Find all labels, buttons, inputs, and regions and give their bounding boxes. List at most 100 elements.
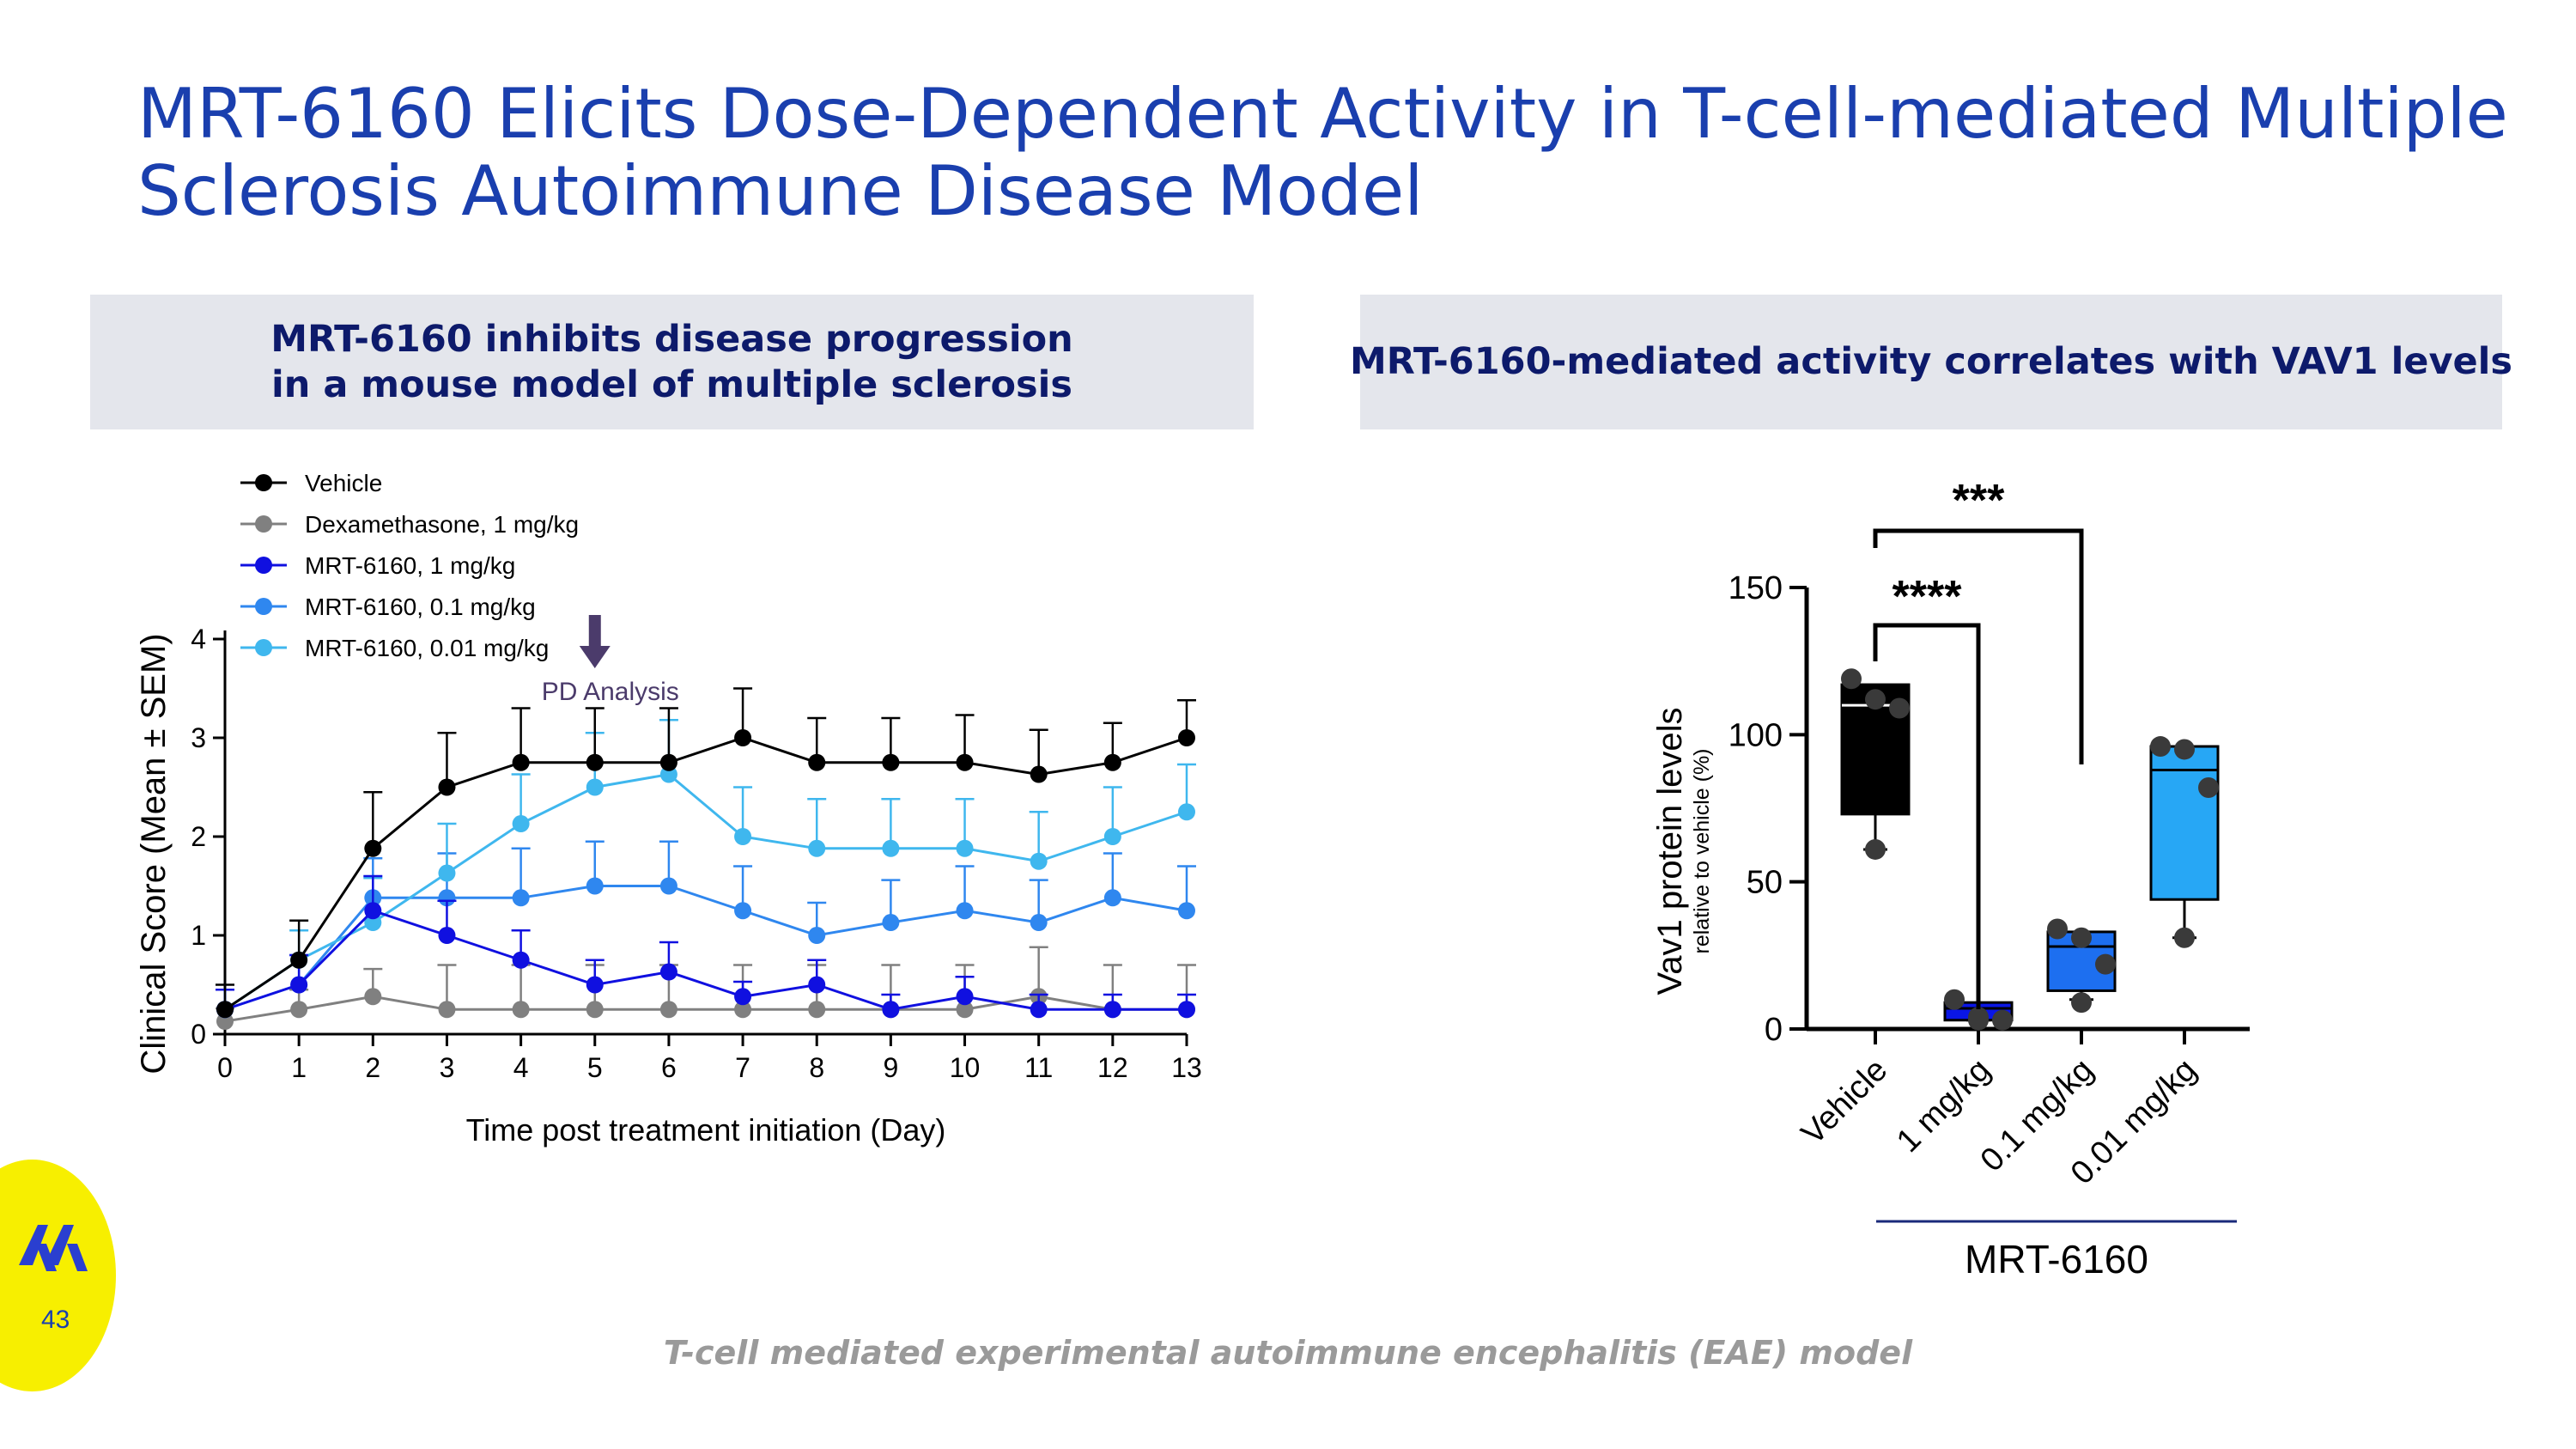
series-line bbox=[224, 885, 1188, 1011]
data-point bbox=[290, 1001, 308, 1019]
data-point bbox=[956, 839, 974, 857]
data-point bbox=[1103, 889, 1121, 907]
data-point bbox=[2174, 739, 2195, 760]
legend-label: MRT-6160, 0.01 mg/kg bbox=[305, 635, 549, 661]
data-point bbox=[586, 1001, 604, 1019]
data-point bbox=[290, 951, 308, 969]
data-point bbox=[2174, 927, 2195, 948]
data-point bbox=[956, 902, 974, 920]
data-point bbox=[364, 988, 382, 1006]
data-point bbox=[659, 1001, 677, 1019]
data-point bbox=[1103, 828, 1121, 845]
left-heading-line-2: in a mouse model of multiple sclerosis bbox=[271, 362, 1072, 406]
data-point bbox=[956, 753, 974, 771]
significance-label: *** bbox=[1953, 476, 2005, 526]
data-point bbox=[216, 1013, 234, 1031]
box-group: Vehicle bbox=[1795, 668, 1911, 1152]
series-group bbox=[216, 687, 1196, 1019]
data-point bbox=[734, 729, 752, 746]
x-axis-label: Time post treatment initiation (Day) bbox=[466, 1112, 946, 1148]
data-point bbox=[1103, 1001, 1121, 1019]
pd-analysis-label: PD Analysis bbox=[542, 678, 679, 706]
data-point bbox=[659, 963, 677, 981]
data-point bbox=[2071, 927, 2092, 948]
data-point bbox=[2095, 953, 2116, 975]
data-point bbox=[1030, 765, 1048, 783]
pd-arrow-head bbox=[579, 646, 611, 668]
y-tick-label: 0 bbox=[1765, 1012, 1783, 1048]
data-point bbox=[1992, 1009, 2013, 1031]
x-tick-label: 4 bbox=[513, 1052, 529, 1083]
data-point bbox=[808, 927, 826, 944]
series-line bbox=[224, 909, 1187, 1011]
x-tick-label: 0 bbox=[217, 1052, 233, 1083]
data-point bbox=[438, 927, 456, 944]
x-tick-label: 5 bbox=[587, 1052, 603, 1083]
footnote: T-cell mediated experimental autoimmune … bbox=[663, 1334, 1913, 1372]
legend-label: MRT-6160, 1 mg/kg bbox=[305, 552, 515, 579]
data-point bbox=[512, 1001, 530, 1019]
vav1-box-plot: 0 50 100 150 Vav1 protein levels relative to … bbox=[1651, 476, 2250, 1282]
data-point bbox=[659, 765, 677, 783]
data-point bbox=[1865, 838, 1886, 860]
data-point bbox=[438, 889, 456, 907]
left-panel-heading: MRT-6160 inhibits disease progression in… bbox=[90, 295, 1254, 429]
legend-marker bbox=[255, 515, 272, 533]
data-point bbox=[2150, 736, 2171, 758]
x-tick-label: 1 bbox=[291, 1052, 307, 1083]
legend-label: Dexamethasone, 1 mg/kg bbox=[305, 511, 579, 538]
significance-bracket bbox=[1873, 623, 1981, 1009]
significance-bracket bbox=[1873, 528, 2084, 764]
significance-label: **** bbox=[1893, 572, 1963, 622]
series-group bbox=[216, 874, 1196, 1019]
data-point bbox=[216, 1001, 234, 1019]
y-tick-label: 2 bbox=[191, 821, 206, 852]
y-tick-label: 50 bbox=[1747, 865, 1783, 901]
data-point bbox=[364, 902, 382, 920]
company-logo-icon bbox=[19, 1225, 88, 1271]
x-tick-label: 2 bbox=[365, 1052, 380, 1083]
x-tick-label: 6 bbox=[661, 1052, 677, 1083]
data-point bbox=[808, 976, 826, 994]
data-point bbox=[882, 753, 900, 771]
x-tick-label: 12 bbox=[1097, 1052, 1128, 1083]
slide-title-line-1: MRT-6160 Elicits Dose-Dependent Activity… bbox=[137, 74, 2508, 154]
data-point bbox=[956, 1001, 974, 1019]
data-point bbox=[2047, 918, 2068, 940]
data-point bbox=[882, 839, 900, 857]
data-point bbox=[586, 877, 604, 895]
pd-arrow-shaft bbox=[588, 615, 601, 649]
data-point bbox=[1865, 689, 1886, 710]
y-tick-label: 4 bbox=[191, 624, 206, 654]
data-point bbox=[659, 753, 677, 771]
data-point bbox=[512, 889, 530, 907]
series-line bbox=[224, 736, 1188, 1011]
data-point bbox=[1103, 753, 1121, 771]
data-point bbox=[2071, 992, 2092, 1014]
right-panel-heading: MRT-6160-mediated activity correlates wi… bbox=[1350, 295, 2512, 429]
x-tick-label: 13 bbox=[1171, 1052, 1202, 1083]
data-point bbox=[586, 976, 604, 994]
slide-title-line-2: Sclerosis Autoimmune Disease Model bbox=[137, 151, 1424, 231]
y-axis-sublabel: relative to vehicle (%) bbox=[1690, 749, 1714, 954]
data-point bbox=[1178, 902, 1195, 920]
legend-marker bbox=[255, 639, 272, 656]
legend-marker bbox=[255, 474, 272, 491]
data-point bbox=[438, 864, 456, 882]
data-point bbox=[1030, 1001, 1048, 1019]
series-group bbox=[216, 840, 1196, 1019]
legend-label: Vehicle bbox=[305, 470, 382, 496]
data-point bbox=[882, 914, 900, 932]
data-point bbox=[808, 1001, 826, 1019]
x-tick-label: 3 bbox=[440, 1052, 455, 1083]
data-point bbox=[1841, 668, 1862, 690]
legend-label: MRT-6160, 0.1 mg/kg bbox=[305, 594, 536, 620]
data-point bbox=[438, 778, 456, 796]
data-point bbox=[808, 839, 826, 857]
right-heading-text: MRT-6160-mediated activity correlates wi… bbox=[1349, 340, 2513, 383]
y-tick-label: 1 bbox=[191, 920, 206, 951]
box bbox=[2149, 745, 2220, 901]
data-point bbox=[586, 778, 604, 796]
y-tick-label: 100 bbox=[1728, 717, 1783, 753]
data-point bbox=[512, 951, 530, 969]
